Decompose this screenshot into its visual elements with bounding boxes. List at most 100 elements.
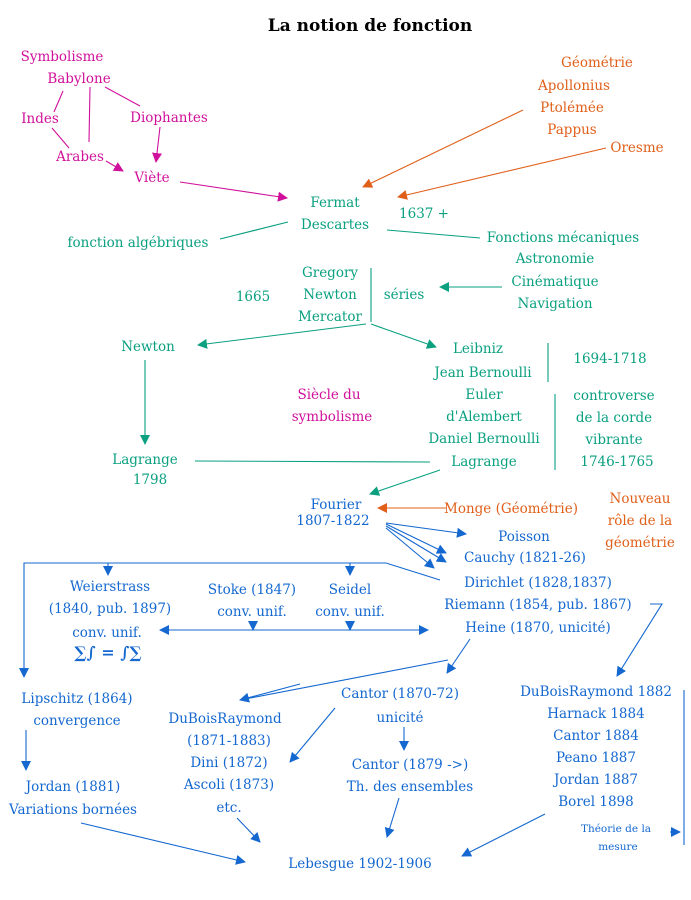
arrow xyxy=(179,181,288,202)
date-1694-1718: 1694-1718 xyxy=(573,351,646,367)
edge xyxy=(88,86,91,143)
node-peano: Peano 1887 xyxy=(556,750,636,766)
duboisraymond-dates: (1871-1883) xyxy=(187,733,271,749)
label-de-la-corde: de la corde xyxy=(576,410,652,426)
node-heine: Heine (1870, unicité) xyxy=(465,620,611,636)
node-daniel-bernoulli: Daniel Bernoulli xyxy=(428,431,540,447)
date-1798: 1798 xyxy=(133,472,167,488)
node-lebesgue: Lebesgue 1902-1906 xyxy=(288,856,431,872)
geometry-group: Géométrie Apollonius Ptolémée Pappus Ore… xyxy=(362,55,675,551)
edge xyxy=(51,127,70,149)
label-cinematique: Cinématique xyxy=(511,274,598,290)
label-th-des-ensembles: Th. des ensembles xyxy=(347,779,473,795)
node-riemann: Riemann (1854, pub. 1867) xyxy=(444,597,631,613)
node-fermat: Fermat xyxy=(310,195,360,211)
label-etc: etc. xyxy=(216,800,241,816)
node-geometrie: Géométrie xyxy=(561,55,633,71)
arrow xyxy=(362,109,524,188)
edge xyxy=(53,90,64,113)
node-jordan-1881: Jordan (1881) xyxy=(24,779,121,795)
seidel-conv-unif: conv. unif. xyxy=(315,604,385,620)
label-fonctions-mecaniques: Fonctions mécaniques xyxy=(487,230,640,246)
arrow xyxy=(19,562,441,678)
node-fourier: Fourier xyxy=(311,497,362,513)
arrow xyxy=(385,527,435,569)
node-poisson: Poisson xyxy=(498,529,550,545)
sum-integral-formula: ∑∫ = ∫∑ xyxy=(74,643,141,662)
node-newton: Newton xyxy=(121,339,175,355)
label-astronomie: Astronomie xyxy=(515,251,595,267)
node-diophantes: Diophantes xyxy=(130,110,208,126)
lipschitz-convergence: convergence xyxy=(33,713,120,729)
arrow xyxy=(461,813,546,857)
label-controverse: controverse xyxy=(573,388,654,404)
edge xyxy=(219,221,289,240)
node-dirichlet: Dirichlet (1828,1837) xyxy=(464,575,612,591)
node-lagrange-right: Lagrange xyxy=(451,454,516,470)
weierstrass-dates: (1840, pub. 1897) xyxy=(49,601,171,617)
node-gregory: Gregory xyxy=(302,265,358,281)
node-pappus: Pappus xyxy=(547,122,597,138)
label-variations-bornees: Variations bornées xyxy=(8,802,137,818)
label-navigation: Navigation xyxy=(517,296,592,312)
label-symbolisme: symbolisme xyxy=(292,409,372,425)
arrow xyxy=(152,126,162,163)
date-1746-1765: 1746-1765 xyxy=(580,454,653,470)
arrow xyxy=(384,797,400,838)
node-monge: Monge (Géométrie) xyxy=(444,501,578,517)
arrow xyxy=(446,638,471,674)
node-apollonius: Apollonius xyxy=(537,78,610,94)
node-lipschitz: Lipschitz (1864) xyxy=(21,691,132,707)
node-dini: Dini (1872) xyxy=(190,755,267,771)
arrow xyxy=(80,822,246,865)
label-siecle-du: Siècle du xyxy=(297,387,360,403)
node-duboisraymond-1882: DuBoisRaymond 1882 xyxy=(520,684,672,700)
node-borel: Borel 1898 xyxy=(558,794,633,810)
node-duboisraymond: DuBoisRaymond xyxy=(168,711,282,727)
modern-analysis-group: Fourier 1807-1822 Poisson Cauchy (1821-2… xyxy=(8,497,685,872)
arrow xyxy=(369,469,441,496)
edge xyxy=(386,229,481,239)
label-series: séries xyxy=(384,287,425,303)
arrow xyxy=(289,707,336,763)
arrow xyxy=(236,817,261,843)
label-geometrie: géométrie xyxy=(605,535,675,551)
label-mesure: mesure xyxy=(598,841,638,853)
node-jean-bernoulli: Jean Bernoulli xyxy=(432,365,532,381)
node-lagrange: Lagrange xyxy=(112,452,177,468)
node-oresme: Oresme xyxy=(610,140,663,156)
arrow xyxy=(397,147,607,200)
label-vibrante: vibrante xyxy=(584,432,642,448)
node-arabes: Arabes xyxy=(55,149,104,165)
edge xyxy=(194,460,431,463)
label-theorie-de-la: Théorie de la xyxy=(581,823,651,835)
label-role-de-la: rôle de la xyxy=(608,513,672,529)
edge xyxy=(104,86,141,107)
weierstrass-conv-unif: conv. unif. xyxy=(72,625,142,641)
node-seidel: Seidel xyxy=(329,582,372,598)
node-cantor-1884: Cantor 1884 xyxy=(553,728,639,744)
early-analysis-group: Fermat Descartes 1637 + fonction algébri… xyxy=(68,195,655,496)
arrow xyxy=(385,522,467,538)
node-symbolisme: Symbolisme xyxy=(21,49,104,65)
node-cantor-1870: Cantor (1870-72) xyxy=(341,686,459,702)
node-jordan-1887: Jordan 1887 xyxy=(552,772,638,788)
node-viete: Viète xyxy=(133,170,169,186)
arrow xyxy=(105,160,124,172)
label-nouveau: Nouveau xyxy=(610,491,671,507)
node-cauchy: Cauchy (1821-26) xyxy=(464,550,586,566)
date-1637: 1637 + xyxy=(399,206,449,222)
node-euler: Euler xyxy=(465,387,503,403)
node-leibniz: Leibniz xyxy=(453,341,503,357)
edge xyxy=(239,659,449,701)
diagram-title: La notion de fonction xyxy=(268,16,473,36)
node-ascoli: Ascoli (1873) xyxy=(183,777,274,793)
stoke-conv-unif: conv. unif. xyxy=(217,604,287,620)
node-harnack: Harnack 1884 xyxy=(547,706,644,722)
arrow xyxy=(385,525,447,563)
date-1665: 1665 xyxy=(236,289,270,305)
arrow xyxy=(385,523,447,554)
node-mercator: Mercator xyxy=(298,309,362,325)
symbolism-group: Symbolisme Babylone Indes Diophantes Ara… xyxy=(21,49,373,425)
